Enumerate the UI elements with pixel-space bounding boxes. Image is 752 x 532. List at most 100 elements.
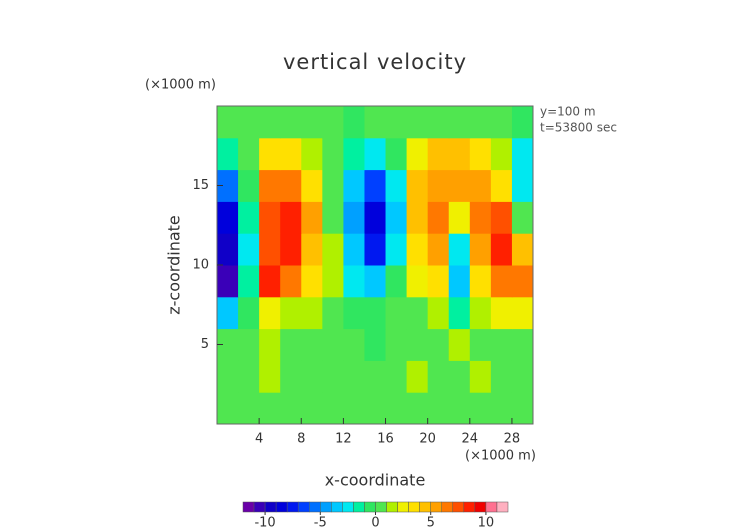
contour-cell	[280, 137, 302, 171]
contour-cell	[301, 296, 323, 330]
contour-cell	[406, 296, 429, 330]
contour-cell	[280, 392, 302, 425]
contour-cell	[259, 360, 281, 393]
contour-cell	[322, 233, 344, 266]
contour-cell	[301, 265, 323, 298]
colorbar-tick-label: 0	[371, 516, 379, 531]
y-tick-label: 15	[192, 178, 209, 193]
contour-cell	[406, 328, 429, 361]
contour-cell	[385, 392, 408, 425]
contour-cell	[280, 360, 302, 393]
contour-cell	[280, 169, 302, 202]
contour-cell	[322, 201, 344, 234]
contour-cell	[217, 137, 239, 171]
contour-cell	[406, 137, 429, 171]
contour-cell	[385, 296, 408, 330]
contour-cell	[448, 233, 471, 266]
contour-cell	[385, 201, 408, 234]
contour-cell	[364, 201, 387, 234]
contour-cell	[343, 233, 365, 266]
contour-cell	[301, 169, 323, 202]
contour-cell	[259, 265, 281, 298]
colorbar-swatch	[331, 501, 343, 513]
contour-cell	[343, 392, 365, 425]
contour-cell	[385, 137, 408, 171]
contour-cell	[427, 265, 450, 298]
colorbar-swatch	[275, 501, 288, 513]
contour-cell	[511, 328, 534, 361]
colorbar-swatch	[242, 501, 255, 513]
colorbar-swatch	[386, 501, 398, 513]
colorbar-tick-label: 5	[427, 516, 435, 531]
contour-cell	[469, 169, 492, 202]
colorbar-swatch	[485, 501, 498, 513]
colorbar-swatch	[353, 501, 365, 513]
contour-cell	[427, 328, 450, 361]
contour-cell	[448, 265, 471, 298]
contour-cell	[238, 137, 260, 171]
contour-cell	[427, 296, 450, 330]
contour-cell	[343, 169, 365, 202]
annotation: y=100 m	[540, 105, 596, 119]
contour-cell	[406, 392, 429, 425]
contour-cell	[385, 233, 408, 266]
contour-cell	[280, 328, 302, 361]
contour-cell	[322, 296, 344, 330]
colorbar-swatch	[419, 501, 431, 513]
contour-cell	[364, 233, 387, 266]
colorbar-swatch	[408, 501, 420, 513]
contour-cell	[217, 392, 239, 425]
contour-cell	[343, 360, 365, 393]
colorbar-swatch	[430, 501, 443, 513]
contour-cell	[217, 328, 239, 361]
contour-cell	[238, 328, 260, 361]
contour-cell	[280, 106, 302, 139]
chart-title: vertical velocity	[283, 50, 467, 74]
contour-cell	[343, 137, 365, 171]
contour-cell	[427, 392, 450, 425]
y-axis-label: z-coordinate	[165, 215, 184, 315]
contour-cell	[511, 296, 534, 330]
contour-cell	[406, 265, 429, 298]
x-tick-label: 4	[255, 432, 263, 447]
contour-cell	[469, 392, 492, 425]
contour-cell	[511, 106, 534, 139]
contour-cell	[280, 265, 302, 298]
x-unit: (×1000 m)	[465, 449, 536, 464]
colorbar-swatch	[496, 501, 509, 513]
contour-cell	[385, 169, 408, 202]
contour-cell	[469, 106, 492, 139]
colorbar-tick-label: -5	[314, 516, 327, 531]
contour-cell	[280, 201, 302, 234]
contour-cell	[406, 169, 429, 202]
contour-cell	[343, 296, 365, 330]
contour-cell	[364, 106, 387, 139]
contour-cell	[469, 265, 492, 298]
contour-cell	[343, 106, 365, 139]
contour-cell	[490, 233, 513, 266]
contour-cell	[259, 201, 281, 234]
contour-cell	[259, 137, 281, 171]
colorbar-swatch	[397, 501, 409, 513]
y-unit: (×1000 m)	[145, 78, 216, 93]
contour-cell	[217, 201, 239, 234]
contour-cell	[490, 106, 513, 139]
contour-cell	[343, 265, 365, 298]
contour-cell	[301, 233, 323, 266]
contour-cell	[448, 296, 471, 330]
contour-cell	[406, 106, 429, 139]
contour-cell	[301, 328, 323, 361]
x-tick-label: 28	[504, 432, 521, 447]
contour-cell	[511, 360, 534, 393]
contour-cell	[301, 106, 323, 139]
contour-cell	[259, 233, 281, 266]
contour-cell	[490, 392, 513, 425]
contour-cell	[427, 106, 450, 139]
contour-cell	[427, 233, 450, 266]
colorbar-swatch	[364, 501, 376, 513]
x-axis-label: x-coordinate	[325, 471, 426, 490]
x-tick-label: 20	[419, 432, 436, 447]
contour-cell	[238, 265, 260, 298]
contour-cell	[217, 265, 239, 298]
contour-cell	[301, 137, 323, 171]
